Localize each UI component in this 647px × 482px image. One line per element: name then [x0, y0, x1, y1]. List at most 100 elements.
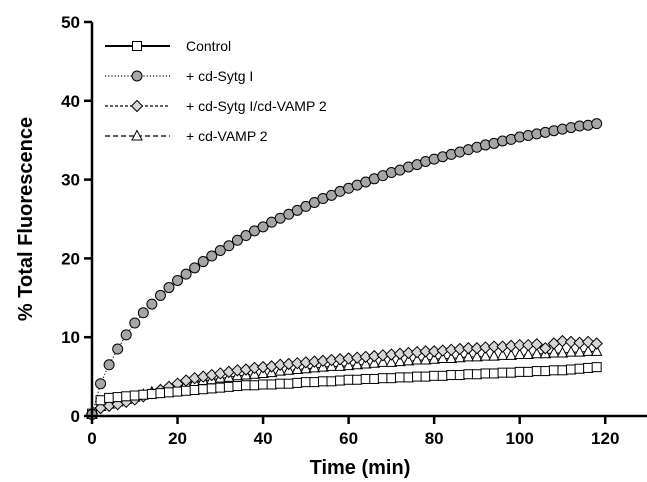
data-point [377, 373, 388, 384]
data-point [369, 373, 380, 384]
data-layer [85, 118, 603, 420]
data-point [95, 395, 106, 406]
data-point [292, 377, 303, 388]
data-point [402, 354, 415, 366]
data-point [463, 369, 474, 380]
data-point [239, 363, 253, 376]
data-point [335, 375, 346, 386]
x-tick-label: 100 [506, 429, 534, 448]
x-tick-label: 0 [87, 429, 96, 448]
data-point [197, 256, 209, 268]
y-tick-label: 40 [61, 92, 80, 111]
y-tick-label: 30 [61, 171, 80, 190]
data-point [334, 359, 346, 371]
x-tick-label: 60 [339, 429, 358, 448]
data-point [488, 349, 500, 361]
data-point [104, 392, 115, 403]
data-point [454, 370, 465, 381]
data-point [531, 366, 542, 377]
data-point [275, 378, 286, 389]
data-point [497, 367, 508, 378]
data-point [266, 379, 277, 390]
data-point [385, 355, 398, 367]
y-tick-label: 10 [61, 328, 80, 347]
data-point [556, 334, 569, 348]
data-point [419, 345, 432, 358]
data-point [257, 221, 269, 233]
data-point [232, 381, 243, 392]
y-tick-label: 0 [71, 407, 80, 426]
data-point [539, 342, 552, 355]
data-point [214, 367, 227, 380]
data-point [121, 391, 132, 402]
legend-marker [131, 129, 143, 141]
data-point [231, 234, 243, 246]
data-point [129, 317, 141, 329]
data-point [548, 346, 560, 358]
legend-entry: + cd-Sytg I/cd-VAMP 2 [105, 98, 327, 114]
data-point [505, 348, 517, 360]
legend-label: + cd-VAMP 2 [186, 128, 268, 144]
legend-label: + cd-Sytg I/cd-VAMP 2 [186, 98, 327, 114]
data-point [462, 342, 475, 355]
data-point [513, 338, 526, 352]
data-point [471, 350, 483, 362]
data-point [582, 344, 594, 356]
data-point [429, 370, 440, 381]
data-point [146, 298, 158, 310]
y-tick-label: 50 [61, 13, 80, 32]
data-point [351, 358, 363, 370]
data-point [566, 364, 577, 375]
data-point [506, 367, 517, 378]
data-point [403, 372, 414, 383]
data-point [565, 345, 577, 357]
data-point [265, 360, 278, 373]
data-point [163, 387, 174, 398]
legend-label: Control [186, 38, 231, 54]
data-point [283, 378, 294, 389]
x-tick-label: 20 [168, 429, 187, 448]
data-point [172, 386, 183, 397]
data-point [436, 351, 449, 363]
x-tick-label: 40 [254, 429, 273, 448]
data-point [222, 365, 236, 379]
data-point [198, 384, 209, 395]
data-point [359, 357, 372, 369]
data-point [394, 372, 405, 383]
legend-label: + cd-Sytg I [186, 68, 253, 84]
data-point [206, 250, 218, 262]
data-point [522, 347, 535, 360]
data-point [103, 359, 115, 371]
data-point [496, 348, 509, 360]
ticks-layer: 0 10 20 30 40 50 0 20 40 60 80 100 120 [61, 13, 619, 448]
data-point [155, 388, 166, 399]
data-point [181, 385, 192, 396]
data-point [471, 369, 482, 380]
data-point [556, 346, 569, 358]
series-0 [87, 362, 602, 419]
data-point [446, 370, 457, 381]
data-point [437, 370, 448, 381]
data-point [215, 382, 226, 393]
data-point [574, 363, 585, 374]
legend-entry: Control [105, 38, 231, 54]
data-point [557, 365, 568, 376]
data-point [112, 392, 123, 403]
data-point [223, 240, 235, 252]
data-point [591, 362, 602, 373]
legend: Control + cd-Sytg I + cd-Sytg I/cd-VAMP 2 +… [105, 38, 327, 144]
data-point [120, 329, 132, 341]
data-point [514, 366, 525, 377]
data-point [590, 337, 603, 350]
data-point [317, 376, 328, 387]
data-point [590, 344, 603, 356]
data-point [129, 390, 140, 401]
data-point [112, 343, 124, 355]
data-point [540, 366, 551, 377]
data-point [420, 371, 431, 382]
data-point [548, 365, 559, 376]
data-point [154, 289, 166, 301]
data-point [360, 373, 371, 384]
data-point [163, 282, 175, 294]
y-tick-label: 20 [61, 249, 80, 268]
